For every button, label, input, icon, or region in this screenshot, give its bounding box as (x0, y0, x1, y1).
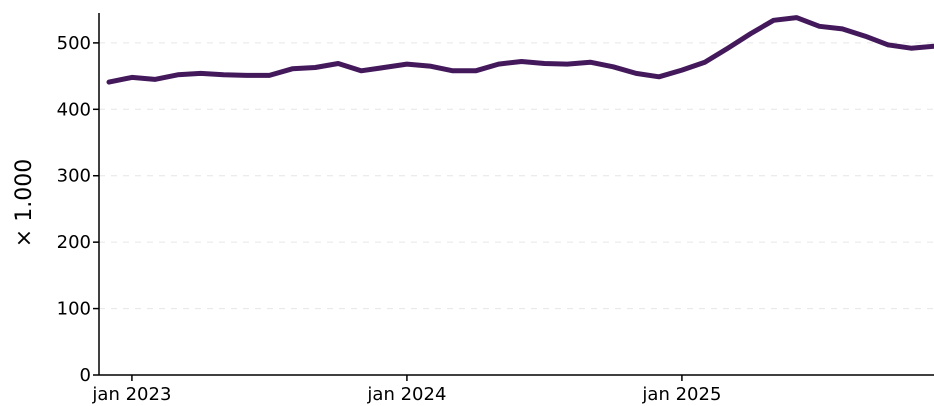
y-tick-label: 300 (57, 166, 91, 187)
x-tick-label: jan 2024 (366, 384, 446, 405)
y-ticks: 0 100 200 300 400 500 (57, 33, 99, 386)
x-tick-label: jan 2023 (91, 384, 171, 405)
gridlines (99, 42, 934, 310)
series (106, 15, 934, 85)
axes (98, 13, 934, 376)
y-tick-label: 200 (57, 232, 91, 253)
y-tick-label: 100 (57, 299, 91, 320)
y-tick-label: 400 (57, 99, 91, 120)
x-tick-label: jan 2025 (641, 384, 721, 405)
y-axis-label: × 1.000 (12, 159, 37, 247)
y-tick-label: 0 (80, 365, 91, 386)
x-ticks: jan 2023 jan 2024 jan 2025 (91, 375, 721, 405)
series-line (106, 15, 934, 85)
y-tick-label: 500 (57, 33, 91, 54)
